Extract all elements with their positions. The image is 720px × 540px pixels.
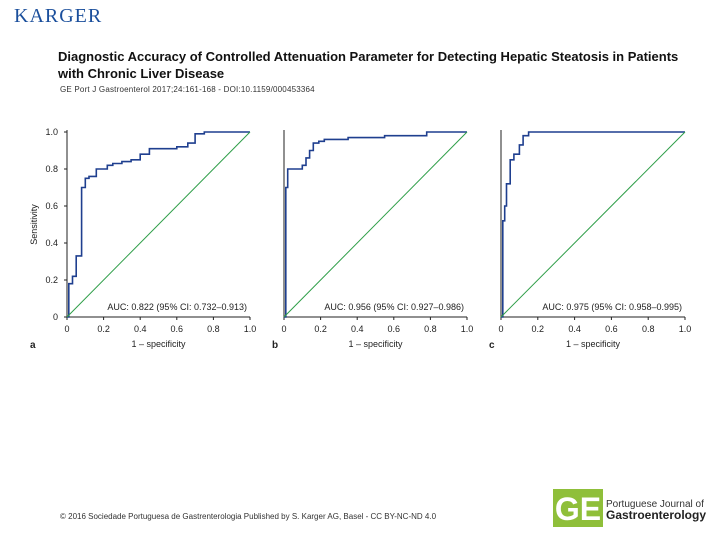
roc-curve-c	[501, 131, 685, 318]
x-axis-label-c: 1 – specificity	[566, 339, 621, 349]
slide-title: Diagnostic Accuracy of Controlled Attenu…	[58, 49, 679, 81]
journal-name-line2: Gastroenterology	[606, 508, 707, 522]
journal-name: Portuguese Journal of Gastroenterology	[606, 499, 706, 521]
x-tick-label: 0	[64, 324, 69, 334]
journal-name-line1: Portuguese Journal of	[606, 499, 704, 510]
auc-annotation-b: AUC: 0.956 (95% CI: 0.927–0.986)	[324, 302, 464, 312]
roc-curve-a	[67, 131, 250, 318]
y-tick-label: 0.4	[45, 238, 58, 248]
x-axis-label-a: 1 – specificity	[131, 339, 186, 349]
svg-text:GE: GE	[555, 491, 601, 527]
x-tick-label: 0.2	[314, 324, 327, 334]
x-tick-label: 0.6	[388, 324, 401, 334]
x-tick-label: 0.6	[605, 324, 618, 334]
y-tick-label: 0.6	[45, 201, 58, 211]
panel-label-a: a	[30, 340, 36, 351]
y-tick-label: 0	[53, 312, 58, 322]
x-tick-label: 1.0	[679, 324, 692, 334]
reference-line-b	[283, 131, 468, 318]
citation: GE Port J Gastroenterol 2017;24:161-168 …	[60, 85, 315, 94]
x-tick-label: 1.0	[244, 324, 257, 334]
x-tick-label: 1.0	[461, 324, 474, 334]
y-axis-label-a: Sensitivity	[29, 204, 39, 245]
x-tick-label: 0.4	[568, 324, 581, 334]
panel-label-b: b	[272, 340, 278, 351]
x-tick-label: 0.4	[134, 324, 147, 334]
x-tick-label: 0.2	[97, 324, 110, 334]
x-tick-label: 0.8	[424, 324, 437, 334]
x-tick-label: 0.6	[171, 324, 184, 334]
y-tick-label: 0.2	[45, 275, 58, 285]
auc-annotation-a: AUC: 0.822 (95% CI: 0.732–0.913)	[107, 302, 247, 312]
journal-logo-icon: GE	[553, 489, 603, 527]
x-tick-label: 0.8	[207, 324, 220, 334]
x-tick-label: 0	[281, 324, 286, 334]
x-axis-label-b: 1 – specificity	[348, 339, 403, 349]
reference-line-a	[66, 131, 251, 318]
karger-logo: KARGER	[14, 5, 103, 27]
auc-annotation-c: AUC: 0.975 (95% CI: 0.958–0.995)	[542, 302, 682, 312]
x-tick-label: 0.2	[532, 324, 545, 334]
y-tick-label: 0.8	[45, 164, 58, 174]
x-tick-label: 0	[498, 324, 503, 334]
x-tick-label: 0.4	[351, 324, 364, 334]
y-tick-label: 1.0	[45, 127, 58, 137]
reference-line-c	[500, 131, 686, 318]
roc-curve-b	[284, 131, 467, 318]
copyright-footer: © 2016 Sociedade Portuguesa de Gastrente…	[60, 512, 437, 521]
x-tick-label: 0.8	[642, 324, 655, 334]
panel-label-c: c	[489, 340, 495, 351]
